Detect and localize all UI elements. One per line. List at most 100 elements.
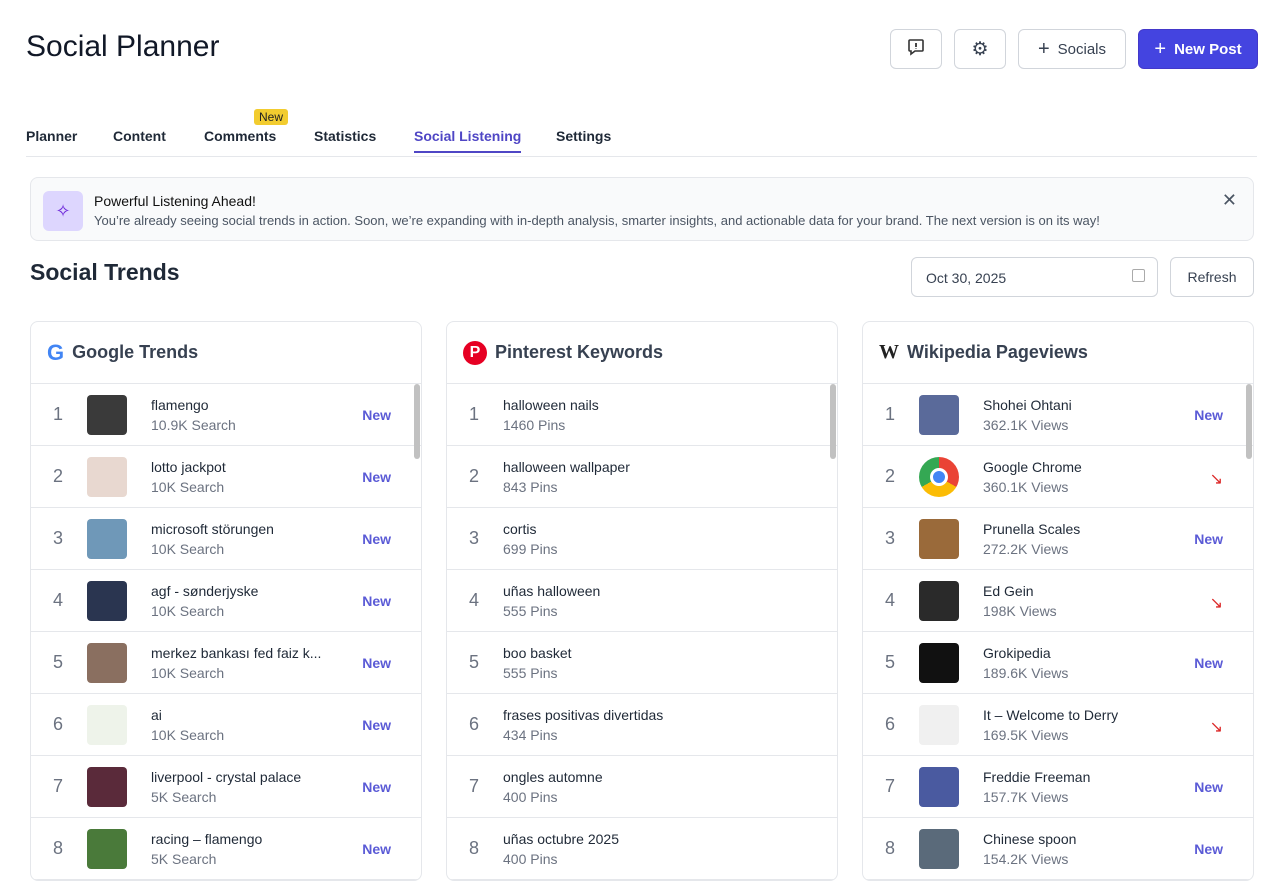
section-title: Social Trends [30, 259, 180, 285]
item-name: agf - sønderjyske [151, 583, 259, 599]
item-metric: 169.5K Views [983, 727, 1069, 743]
rank: 5 [469, 652, 480, 672]
tab-social-listening[interactable]: Social Listening [414, 128, 522, 153]
list-item[interactable]: 5 merkez bankası fed faiz k... 10K Search N… [31, 632, 421, 694]
scrollbar[interactable] [1246, 384, 1252, 459]
item-metric: 434 Pins [503, 727, 558, 743]
new-label: New [1194, 779, 1223, 795]
list-item[interactable]: 1 halloween nails 1460 Pins [447, 384, 837, 446]
item-metric: 10K Search [151, 479, 225, 495]
item-name: uñas octubre 2025 [503, 831, 619, 847]
add-socials-button[interactable]: + Socials [1018, 29, 1126, 69]
card-title: Google Trends [72, 342, 199, 362]
item-name: halloween nails [503, 397, 599, 413]
item-metric: 10K Search [151, 665, 225, 681]
tab-statistics[interactable]: Statistics [314, 128, 377, 144]
rank: 6 [469, 714, 480, 734]
rank: 6 [885, 714, 896, 734]
tab-planner[interactable]: Planner [26, 128, 78, 144]
thumbnail-image [919, 457, 959, 497]
close-icon[interactable]: ✕ [1221, 190, 1237, 210]
list-item[interactable]: 4 agf - sønderjyske 10K Search New [31, 570, 421, 632]
list-item[interactable]: 8 Chinese spoon 154.2K Views New [863, 818, 1253, 880]
list-item[interactable]: 7 Freddie Freeman 157.7K Views New [863, 756, 1253, 818]
scrollbar[interactable] [414, 384, 420, 459]
new-label: New [362, 593, 391, 609]
list-item[interactable]: 3 cortis 699 Pins [447, 508, 837, 570]
list-item[interactable]: 2 halloween wallpaper 843 Pins [447, 446, 837, 508]
new-label: New [362, 469, 391, 485]
item-metric: 10K Search [151, 727, 225, 743]
list-item[interactable]: 6 ai 10K Search New [31, 694, 421, 756]
list-item[interactable]: 7 ongles automne 400 Pins [447, 756, 837, 818]
list-item[interactable]: 8 uñas octubre 2025 400 Pins [447, 818, 837, 880]
card-title: Pinterest Keywords [495, 342, 664, 362]
list-item[interactable]: 6 frases positivas divertidas 434 Pins [447, 694, 837, 756]
item-metric: 10K Search [151, 603, 225, 619]
scrollbar[interactable] [830, 384, 836, 459]
item-name: Prunella Scales [983, 521, 1081, 537]
rank: 4 [885, 590, 896, 610]
trending-down-icon: ↘ [1209, 595, 1223, 612]
plus-icon: + [1154, 37, 1167, 60]
message-alert-icon [907, 38, 925, 60]
list-item[interactable]: 7 liverpool - crystal palace 5K Search New [31, 756, 421, 818]
banner-text: You’re already seeing social trends in a… [94, 213, 1100, 228]
list-item[interactable]: 3 Prunella Scales 272.2K Views New [863, 508, 1253, 570]
gear-icon: ⚙ [971, 38, 989, 60]
list-item[interactable]: 2 Google Chrome 360.1K Views ↘ [863, 446, 1253, 508]
tab-comments[interactable]: Comments [204, 128, 277, 144]
new-label: New [1194, 531, 1223, 547]
thumbnail-image [87, 643, 127, 683]
list-item[interactable]: 2 lotto jackpot 10K Search New [31, 446, 421, 508]
feedback-button[interactable] [890, 29, 942, 69]
rank: 7 [53, 776, 64, 796]
item-name: It – Welcome to Derry [983, 707, 1119, 723]
thumbnail-image [87, 705, 127, 745]
rank: 7 [469, 776, 480, 796]
thumbnail-image [919, 395, 959, 435]
rank: 3 [469, 528, 480, 548]
info-banner: ✧ Powerful Listening Ahead! You’re alrea… [30, 177, 1254, 241]
date-picker[interactable]: Oct 30, 2025 [911, 257, 1158, 297]
tab-content[interactable]: Content [113, 128, 166, 144]
refresh-button[interactable]: Refresh [1170, 257, 1254, 297]
google-trends-card: G Google Trends 1 flamengo 10.9K Search New 2… [30, 321, 422, 881]
new-post-button[interactable]: + New Post [1138, 29, 1258, 69]
settings-button[interactable]: ⚙ [954, 29, 1006, 69]
item-metric: 400 Pins [503, 851, 558, 867]
item-name: liverpool - crystal palace [151, 769, 302, 785]
list-item[interactable]: 5 Grokipedia 189.6K Views New [863, 632, 1253, 694]
item-metric: 843 Pins [503, 479, 558, 495]
list-item[interactable]: 3 microsoft störungen 10K Search New [31, 508, 421, 570]
item-metric: 699 Pins [503, 541, 558, 557]
wikipedia-pageviews-card: W Wikipedia Pageviews 1 Shohei Ohtani 362.1… [862, 321, 1254, 881]
item-metric: 360.1K Views [983, 479, 1069, 495]
thumbnail-image [919, 643, 959, 683]
item-metric: 555 Pins [503, 603, 558, 619]
rank: 1 [469, 404, 480, 424]
list-item[interactable]: 4 uñas halloween 555 Pins [447, 570, 837, 632]
list-item[interactable]: 1 flamengo 10.9K Search New [31, 384, 421, 446]
banner-title: Powerful Listening Ahead! [94, 193, 256, 209]
item-name: Chinese spoon [983, 831, 1077, 847]
tab-settings[interactable]: Settings [556, 128, 612, 144]
list-item[interactable]: 1 Shohei Ohtani 362.1K Views New [863, 384, 1253, 446]
calendar-icon [1132, 269, 1145, 282]
item-metric: 1460 Pins [503, 417, 566, 433]
item-name: racing – flamengo [151, 831, 263, 847]
list-item[interactable]: 4 Ed Gein 198K Views ↘ [863, 570, 1253, 632]
page-title: Social Planner [26, 30, 220, 63]
item-metric: 189.6K Views [983, 665, 1069, 681]
trending-down-icon: ↘ [1209, 719, 1223, 736]
rank: 8 [53, 838, 64, 858]
pinterest-icon: P [463, 340, 487, 365]
item-metric: 10.9K Search [151, 417, 236, 433]
list-item[interactable]: 6 It – Welcome to Derry 169.5K Views ↘ [863, 694, 1253, 756]
thumbnail-image [919, 767, 959, 807]
trending-down-icon: ↘ [1209, 471, 1223, 488]
list-item[interactable]: 5 boo basket 555 Pins [447, 632, 837, 694]
wikipedia-icon: W [879, 341, 899, 363]
list-item[interactable]: 8 racing – flamengo 5K Search New [31, 818, 421, 880]
sparkles-icon: ✧ [43, 191, 83, 231]
